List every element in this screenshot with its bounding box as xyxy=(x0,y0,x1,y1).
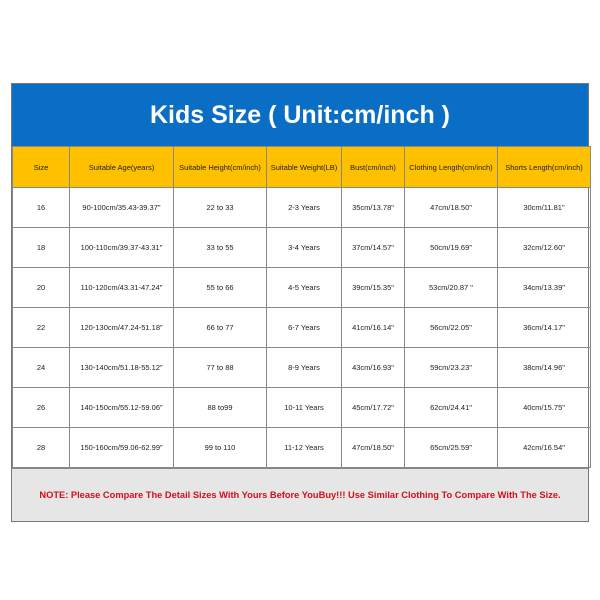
table-cell: 56cm/22.05" xyxy=(404,307,498,348)
size-table: Size Suitable Age(years) Suitable Height(c… xyxy=(12,146,591,468)
table-cell: 22 xyxy=(12,307,70,348)
table-cell: 30cm/11.81" xyxy=(497,187,591,228)
table-cell: 6-7 Years xyxy=(266,307,342,348)
table-cell: 37cm/14.57" xyxy=(341,227,405,268)
table-row: 22 120-130cm/47.24-51.18" 66 to 77 6-7 Year… xyxy=(12,307,591,348)
table-cell: 26 xyxy=(12,387,70,428)
column-header: Shorts Length(cm/inch) xyxy=(497,146,591,188)
column-header: Suitable Height(cm/inch) xyxy=(173,146,267,188)
table-cell: 4-5 Years xyxy=(266,267,342,308)
table-cell: 65cm/25.59" xyxy=(404,427,498,468)
table-cell: 35cm/13.78" xyxy=(341,187,405,228)
table-cell: 43cm/16.93" xyxy=(341,347,405,388)
table-cell: 55 to 66 xyxy=(173,267,267,308)
column-header: Bust(cm/inch) xyxy=(341,146,405,188)
table-cell: 18 xyxy=(12,227,70,268)
table-cell: 36cm/14.17" xyxy=(497,307,591,348)
table-cell: 47cm/18.50" xyxy=(341,427,405,468)
table-cell: 39cm/15.35" xyxy=(341,267,405,308)
table-cell: 88 to99 xyxy=(173,387,267,428)
column-header: Suitable Age(years) xyxy=(69,146,174,188)
table-cell: 34cm/13.39" xyxy=(497,267,591,308)
table-cell: 77 to 88 xyxy=(173,347,267,388)
table-cell: 130-140cm/51.18-55.12" xyxy=(69,347,174,388)
table-cell: 33 to 55 xyxy=(173,227,267,268)
table-cell: 47cm/18.50" xyxy=(404,187,498,228)
table-row: 16 90-100cm/35.43-39.37" 22 to 33 2-3 Years… xyxy=(12,187,591,228)
table-cell: 20 xyxy=(12,267,70,308)
table-cell: 2-3 Years xyxy=(266,187,342,228)
table-cell: 45cm/17.72" xyxy=(341,387,405,428)
table-cell: 100-110cm/39.37-43.31" xyxy=(69,227,174,268)
table-cell: 22 to 33 xyxy=(173,187,267,228)
table-cell: 140-150cm/55.12-59.06" xyxy=(69,387,174,428)
table-cell: 150-160cm/59.06-62.99" xyxy=(69,427,174,468)
table-cell: 50cm/19.69" xyxy=(404,227,498,268)
table-cell: 41cm/16.14" xyxy=(341,307,405,348)
table-cell: 120-130cm/47.24-51.18" xyxy=(69,307,174,348)
table-row: 18 100-110cm/39.37-43.31" 33 to 55 3-4 Year… xyxy=(12,227,591,268)
size-chart: Kids Size ( Unit:cm/inch ) Size Suitable … xyxy=(11,83,591,522)
table-cell: 3-4 Years xyxy=(266,227,342,268)
table-cell: 66 to 77 xyxy=(173,307,267,348)
column-header: Clothing Length(cm/inch) xyxy=(404,146,498,188)
table-cell: 42cm/16.54" xyxy=(497,427,591,468)
table-cell: 110-120cm/43.31-47.24" xyxy=(69,267,174,308)
table-row: 24 130-140cm/51.18-55.12" 77 to 88 8-9 Year… xyxy=(12,347,591,388)
chart-title: Kids Size ( Unit:cm/inch ) xyxy=(12,84,588,146)
table-cell: 59cm/23.23" xyxy=(404,347,498,388)
column-header: Size xyxy=(12,146,70,188)
table-cell: 99 to 110 xyxy=(173,427,267,468)
table-cell: 8-9 Years xyxy=(266,347,342,388)
table-row: 20 110-120cm/43.31-47.24" 55 to 66 4-5 Year… xyxy=(12,267,591,308)
table-cell: 62cm/24.41" xyxy=(404,387,498,428)
table-cell: 38cm/14.96" xyxy=(497,347,591,388)
table-cell: 53cm/20.87 " xyxy=(404,267,498,308)
table-cell: 11-12 Years xyxy=(266,427,342,468)
table-cell: 24 xyxy=(12,347,70,388)
table-row: 26 140-150cm/55.12-59.06" 88 to99 10-11 Yea… xyxy=(12,387,591,428)
table-cell: 28 xyxy=(12,427,70,468)
note-text: NOTE: Please Compare The Detail Sizes Wi… xyxy=(12,468,588,521)
header-row: Size Suitable Age(years) Suitable Height(c… xyxy=(12,146,591,188)
table-row: 28 150-160cm/59.06-62.99" 99 to 110 11-12 Y… xyxy=(12,427,591,468)
table-cell: 16 xyxy=(12,187,70,228)
table-cell: 90-100cm/35.43-39.37" xyxy=(69,187,174,228)
table-cell: 40cm/15.75" xyxy=(497,387,591,428)
column-header: Suitable Weight(LB) xyxy=(266,146,342,188)
table-cell: 32cm/12.60" xyxy=(497,227,591,268)
table-cell: 10-11 Years xyxy=(266,387,342,428)
